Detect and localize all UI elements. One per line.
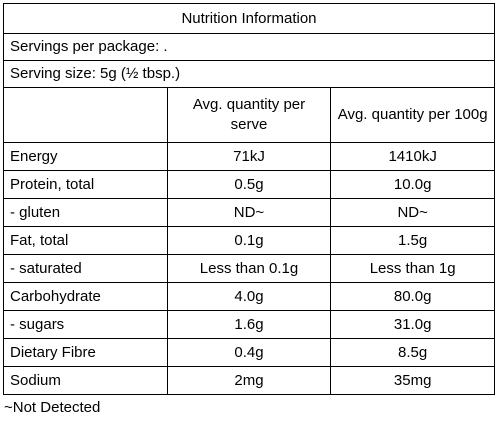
table-row: Protein, total 0.5g 10.0g [3, 170, 495, 199]
footnote: ~Not Detected [4, 399, 101, 416]
per-serve-value: 71kJ [166, 142, 332, 171]
per-serve-value: 4.0g [166, 282, 332, 311]
table-row: - saturated Less than 0.1g Less than 1g [3, 254, 495, 283]
per-serve-value: 0.1g [166, 226, 332, 255]
per-serve-value: 1.6g [166, 310, 332, 339]
per-serve-value: ND~ [166, 198, 332, 227]
nutrient-name: - gluten [3, 198, 168, 227]
nutrient-name: Sodium [3, 366, 168, 395]
per-serve-value: 0.4g [166, 338, 332, 367]
nutrient-name: Fat, total [3, 226, 168, 255]
per-100g-value: 8.5g [330, 338, 495, 367]
table-row: - gluten ND~ ND~ [3, 198, 495, 227]
per-100g-value: 80.0g [330, 282, 495, 311]
table-row: Energy 71kJ 1410kJ [3, 142, 495, 171]
column-header-row: Avg. quantity per serve Avg. quantity pe… [3, 87, 495, 143]
panel-title: Nutrition Information [3, 3, 495, 34]
table-row: Carbohydrate 4.0g 80.0g [3, 282, 495, 311]
per-100g-value: 31.0g [330, 310, 495, 339]
nutrient-name: - sugars [3, 310, 168, 339]
table-row: - sugars 1.6g 31.0g [3, 310, 495, 339]
serving-size: Serving size: 5g (½ tbsp.) [3, 60, 495, 88]
per-100g-value: 10.0g [330, 170, 495, 199]
per-100g-value: 1410kJ [330, 142, 495, 171]
column-header-name [3, 87, 168, 143]
table-row: Sodium 2mg 35mg [3, 366, 495, 395]
per-serve-value: 2mg [166, 366, 332, 395]
per-100g-value: Less than 1g [330, 254, 495, 283]
per-100g-value: 35mg [330, 366, 495, 395]
per-serve-value: 0.5g [166, 170, 332, 199]
servings-row: Servings per package: . [3, 33, 495, 61]
servings-per-package: Servings per package: . [3, 33, 495, 61]
nutrient-name: Protein, total [3, 170, 168, 199]
nutrient-name: Carbohydrate [3, 282, 168, 311]
table-row: Fat, total 0.1g 1.5g [3, 226, 495, 255]
column-header-per-100g: Avg. quantity per 100g [330, 87, 495, 143]
nutrition-table: Nutrition Information Servings per packa… [3, 3, 495, 395]
table-row: Dietary Fibre 0.4g 8.5g [3, 338, 495, 367]
per-100g-value: ND~ [330, 198, 495, 227]
nutrient-name: Dietary Fibre [3, 338, 168, 367]
nutrient-name: Energy [3, 142, 168, 171]
title-row: Nutrition Information [3, 3, 495, 34]
nutrient-name: - saturated [3, 254, 168, 283]
per-serve-value: Less than 0.1g [166, 254, 332, 283]
serving-size-row: Serving size: 5g (½ tbsp.) [3, 60, 495, 88]
per-100g-value: 1.5g [330, 226, 495, 255]
column-header-per-serve: Avg. quantity per serve [166, 87, 332, 143]
